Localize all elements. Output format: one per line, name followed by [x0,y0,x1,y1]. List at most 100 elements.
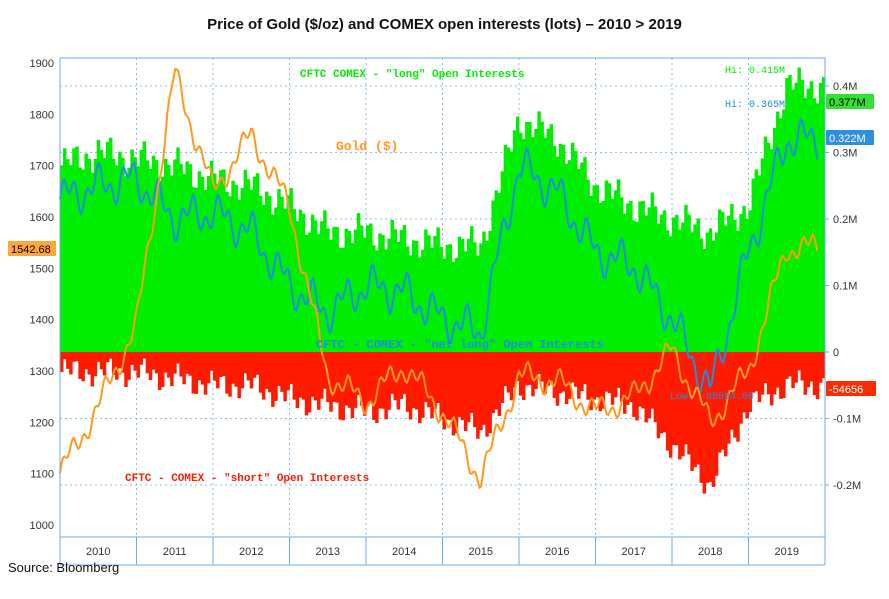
short-bar [427,352,431,408]
short-bar [369,352,373,404]
long-bar [638,201,642,352]
long-bar [745,219,749,352]
long-bar [754,169,759,352]
short-bar [87,352,91,375]
long-bar [619,197,624,352]
short-bar [739,352,743,424]
long-bar [81,169,85,352]
long-bar [794,82,798,352]
short-bar [402,352,407,395]
short-bar [540,352,544,382]
gold-last-value-tag-box [8,241,56,256]
short-bar [482,352,486,425]
short-bar [313,352,318,401]
long-bar [145,160,150,352]
short-bar [466,352,471,423]
short-bar [470,352,474,414]
long-bar [720,211,725,352]
net-long-last-value-tag: 0.322M [826,130,874,145]
long-bar [708,228,713,352]
long-bar [286,195,290,352]
short-bar [589,352,593,411]
short-bar [197,352,202,381]
long-bar [381,235,385,352]
short-bar [647,352,651,419]
short-bar [497,352,502,416]
short-bar [488,352,492,434]
long-bar [482,231,486,352]
short-bar [209,352,214,371]
short-bar [500,352,505,403]
long-bar [265,191,269,352]
left-tick-label: 1600 [30,212,54,224]
short-bar [421,352,425,418]
short-bar [806,352,811,388]
long-bar [414,240,419,352]
long-bar [280,196,284,352]
short-bar [323,352,327,389]
left-tick-label: 1500 [30,263,54,275]
long-bar [433,235,437,352]
short-bar [130,352,134,365]
long-bar [421,249,425,352]
short-bar [794,352,798,383]
long-bar [121,157,125,352]
long-bar [60,165,64,352]
short-bar [188,352,192,376]
short-bar [243,352,248,374]
long-bar [185,161,189,352]
short-bar [574,352,578,387]
short-bar [537,352,541,375]
short-bar [788,352,792,377]
short-bar [561,352,566,392]
short-bar [160,352,165,387]
short-bar [396,352,401,410]
short-bar [445,352,450,420]
long-bar [320,221,324,352]
short-bar [727,352,731,444]
short-bar [353,352,358,408]
gold-line [59,68,819,490]
long-bar [537,111,541,353]
short-bar [359,352,364,406]
long-bar [228,196,232,352]
long-bar [99,149,104,352]
short-bar [69,352,73,375]
long-bar [424,229,428,352]
short-bar [479,352,483,431]
short-bar [751,352,756,393]
long-bar [592,185,596,352]
short-bar [601,352,606,409]
short-bar [433,352,437,410]
short-bar [711,352,716,487]
x-tick-label: 2016 [545,546,569,558]
long-bar [160,176,165,352]
long-bar [506,147,511,352]
long-bar [583,157,587,352]
short-bar [335,352,339,403]
x-tick-label: 2010 [86,546,110,558]
short-last-value-tag-text: -54656 [829,384,863,396]
long-bar [672,217,676,352]
net-long-low-label: Low: -85094.00 [670,392,754,403]
short-bar [757,352,762,403]
long-bar [298,209,303,352]
short-bar [509,352,514,401]
short-bar [170,352,174,387]
long-bar [727,215,731,352]
x-tick-label: 2012 [239,546,263,558]
short-bar [769,352,774,406]
short-bar [821,352,826,379]
long-bar [439,247,443,352]
x-tick-label: 2013 [316,546,340,558]
short-bar [653,352,658,423]
long-bar [702,248,707,352]
short-bar [418,352,422,424]
long-bar [78,167,82,352]
short-bar [702,352,707,494]
long-bar [800,80,804,353]
short-last-value-tag-box [826,381,876,396]
short-bar [659,352,664,434]
long-bar [231,180,235,352]
long-bar [148,168,153,352]
